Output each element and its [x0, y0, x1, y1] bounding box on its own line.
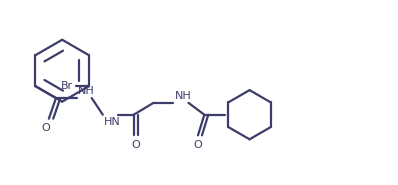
Text: NH: NH	[78, 86, 95, 96]
Text: NH: NH	[175, 91, 192, 101]
Text: O: O	[193, 140, 202, 150]
Text: Br: Br	[61, 81, 73, 91]
Text: O: O	[41, 123, 50, 133]
Text: HN: HN	[104, 117, 121, 127]
Text: O: O	[131, 140, 140, 150]
